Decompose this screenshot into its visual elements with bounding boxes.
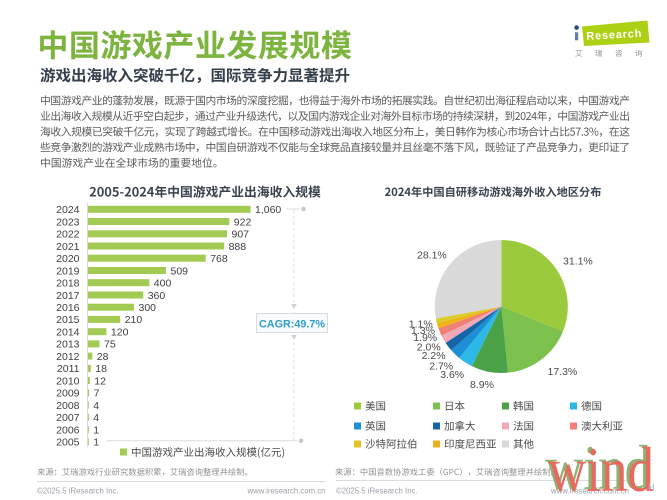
- svg-text:2010: 2010: [56, 375, 80, 387]
- svg-text:7: 7: [94, 388, 100, 400]
- svg-text:2005: 2005: [56, 437, 80, 449]
- svg-text:2024: 2024: [56, 204, 80, 216]
- svg-text:768: 768: [210, 253, 228, 265]
- svg-text:210: 210: [125, 314, 143, 326]
- svg-text:H: H: [648, 482, 655, 492]
- svg-text:2013: 2013: [56, 339, 80, 351]
- svg-text:922: 922: [234, 216, 252, 228]
- svg-text:120: 120: [111, 327, 129, 339]
- svg-text:2011: 2011: [57, 363, 80, 375]
- svg-text:2009: 2009: [56, 388, 80, 400]
- svg-text:©2025.5 iResearch Inc.: ©2025.5 iResearch Inc.: [37, 487, 119, 496]
- svg-text:28: 28: [97, 351, 109, 363]
- svg-text:509: 509: [171, 265, 189, 277]
- svg-text:CAGR:49.7%: CAGR:49.7%: [259, 319, 325, 331]
- svg-text:2014: 2014: [56, 327, 80, 339]
- svg-text:28.1%: 28.1%: [417, 250, 447, 262]
- svg-text:2.2%: 2.2%: [422, 350, 446, 362]
- svg-text:888: 888: [229, 241, 247, 253]
- svg-text:2006: 2006: [56, 424, 80, 436]
- svg-text:2012: 2012: [56, 351, 80, 363]
- svg-text:2.0%: 2.0%: [417, 341, 441, 353]
- svg-text:1.3%: 1.3%: [411, 325, 435, 337]
- svg-text:2023: 2023: [56, 216, 80, 228]
- svg-text:2007: 2007: [56, 412, 80, 424]
- svg-text:75: 75: [104, 339, 116, 351]
- svg-text:wind: wind: [548, 435, 654, 500]
- svg-text:Research: Research: [586, 28, 642, 43]
- svg-text:8.9%: 8.9%: [470, 379, 494, 391]
- svg-text:300: 300: [139, 302, 157, 314]
- svg-text:12: 12: [94, 375, 106, 387]
- svg-text:2019: 2019: [56, 265, 80, 277]
- svg-text:2015: 2015: [56, 314, 80, 326]
- svg-text:1: 1: [93, 437, 99, 449]
- svg-text:907: 907: [232, 229, 250, 241]
- svg-text:2008: 2008: [56, 400, 80, 412]
- svg-text:18: 18: [95, 363, 107, 375]
- svg-text:4: 4: [93, 400, 99, 412]
- svg-text:www.iresearch.com.cn: www.iresearch.com.cn: [550, 487, 629, 496]
- svg-text:1.1%: 1.1%: [409, 318, 433, 330]
- svg-text:www.iresearch.com.cn: www.iresearch.com.cn: [247, 487, 326, 496]
- svg-text:360: 360: [148, 290, 166, 302]
- svg-text:4: 4: [93, 412, 99, 424]
- svg-text:1,060: 1,060: [255, 204, 281, 216]
- svg-text:2016: 2016: [56, 302, 80, 314]
- svg-text:1: 1: [93, 424, 99, 436]
- svg-text:2021: 2021: [56, 241, 80, 253]
- svg-text:3.6%: 3.6%: [440, 369, 464, 381]
- svg-text:2018: 2018: [56, 278, 80, 290]
- svg-text:©2025.5 iResearch Inc.: ©2025.5 iResearch Inc.: [336, 487, 418, 496]
- svg-text:2.7%: 2.7%: [429, 361, 453, 373]
- svg-text:17.3%: 17.3%: [548, 366, 578, 378]
- svg-text:1.9%: 1.9%: [413, 332, 437, 344]
- svg-text:2022: 2022: [56, 229, 80, 241]
- svg-text:2020: 2020: [56, 253, 80, 265]
- svg-text:31.1%: 31.1%: [563, 256, 593, 268]
- svg-text:400: 400: [154, 278, 172, 290]
- svg-text:2017: 2017: [56, 290, 80, 302]
- svg-text:wind: wind: [545, 433, 651, 500]
